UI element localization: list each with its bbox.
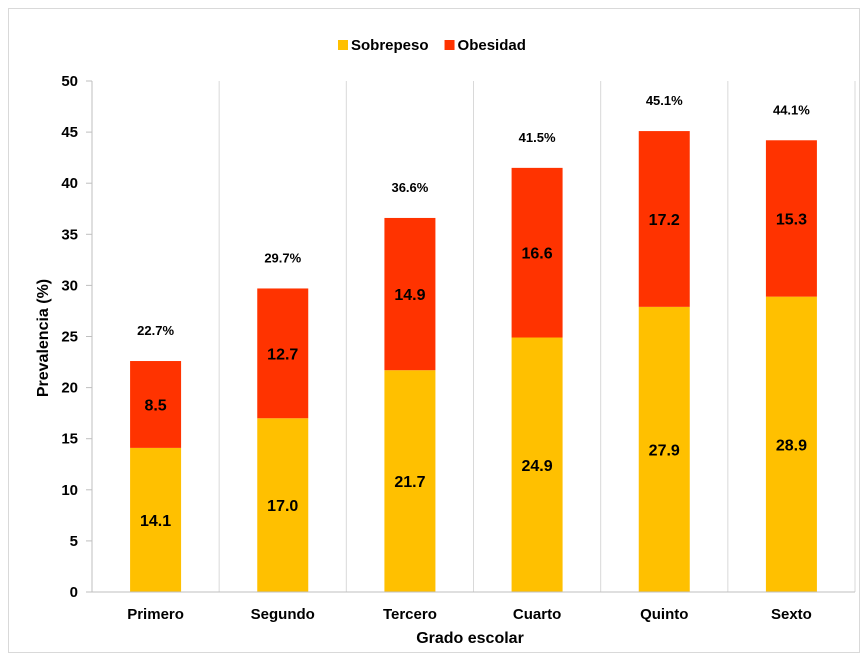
data-label-sobrepeso: 27.9 — [649, 442, 680, 459]
chart-frame — [8, 8, 860, 653]
data-label-sobrepeso: 28.9 — [776, 437, 807, 454]
bar-sobrepeso — [384, 370, 436, 592]
total-label: 44.1% — [773, 102, 810, 117]
y-tick-label: 0 — [70, 584, 78, 601]
bar-obesidad — [384, 217, 436, 371]
data-label-obesidad: 8.5 — [144, 397, 166, 414]
total-label-bg — [129, 319, 182, 342]
data-label-sobrepeso: 24.9 — [522, 458, 553, 475]
bar-obesidad — [130, 361, 182, 448]
y-tick-label: 40 — [61, 175, 78, 192]
legend-swatch — [338, 40, 348, 50]
total-label: 22.7% — [137, 323, 174, 338]
gridlines — [91, 81, 856, 592]
y-tick-label: 20 — [61, 380, 78, 397]
total-label-bg — [765, 98, 818, 121]
total-label-bg — [638, 89, 691, 112]
y-tick-label: 15 — [61, 431, 78, 448]
data-label-sobrepeso: 17.0 — [267, 498, 298, 515]
x-axis-title: Grado escolar — [416, 630, 524, 647]
data-label-obesidad: 16.6 — [522, 246, 553, 263]
bar-obesidad — [257, 288, 309, 419]
bar-sobrepeso — [257, 418, 309, 592]
total-label-bg — [256, 246, 309, 269]
segment-labels: 14.1 8.5 17.0 12.7 21.7 14.9 24.9 16.6 27.9 17.2 2… — [140, 211, 807, 529]
x-tick-label: Sexto — [771, 606, 812, 623]
data-label-obesidad: 12.7 — [267, 346, 298, 363]
legend-label: Sobrepeso — [351, 37, 429, 54]
bar-sobrepeso — [638, 306, 690, 592]
total-label: 29.7% — [264, 250, 301, 265]
data-label-sobrepeso: 21.7 — [394, 474, 425, 491]
total-label: 45.1% — [646, 93, 683, 108]
y-tick-label: 10 — [61, 482, 78, 499]
x-tick-label: Cuarto — [513, 606, 561, 623]
total-label: 41.5% — [519, 130, 556, 145]
x-tick-label: Tercero — [383, 606, 437, 623]
total-label: 36.6% — [391, 180, 428, 195]
bar-sobrepeso — [765, 296, 817, 592]
bar-sobrepeso — [130, 447, 182, 592]
y-tick-label: 35 — [61, 226, 78, 243]
bar-obesidad — [765, 140, 817, 297]
y-axis-title: Prevalencia (%) — [35, 279, 52, 397]
x-tick-label: Quinto — [640, 606, 688, 623]
x-tick-label: Primero — [127, 606, 184, 623]
bar-obesidad — [638, 131, 690, 307]
x-tick-label: Segundo — [251, 606, 315, 623]
y-tick-label: 25 — [61, 329, 78, 346]
bar-obesidad — [511, 167, 563, 338]
data-label-obesidad: 17.2 — [649, 212, 680, 229]
total-label-bg — [383, 175, 436, 198]
data-label-sobrepeso: 14.1 — [140, 513, 171, 530]
bar-sobrepeso — [511, 337, 563, 592]
y-tick-label: 30 — [61, 277, 78, 294]
bars — [130, 131, 817, 592]
y-tick-label: 50 — [61, 73, 78, 90]
data-label-obesidad: 15.3 — [776, 211, 807, 228]
y-tick-label: 45 — [61, 124, 78, 141]
total-label-bg — [511, 125, 564, 148]
total-labels: 22.7% 29.7% 36.6% 41.5% 45.1% 44.1% — [129, 89, 818, 342]
legend-label: Obesidad — [458, 37, 526, 54]
legend: Sobrepeso Obesidad — [338, 37, 526, 54]
x-axis: Primero Segundo Tercero Cuarto Quinto Sexto — [92, 591, 855, 623]
y-tick-label: 5 — [70, 533, 78, 550]
data-label-obesidad: 14.9 — [394, 287, 425, 304]
legend-swatch — [444, 40, 455, 50]
y-axis: 0 5 10 15 20 25 30 35 40 45 50 — [61, 73, 93, 601]
